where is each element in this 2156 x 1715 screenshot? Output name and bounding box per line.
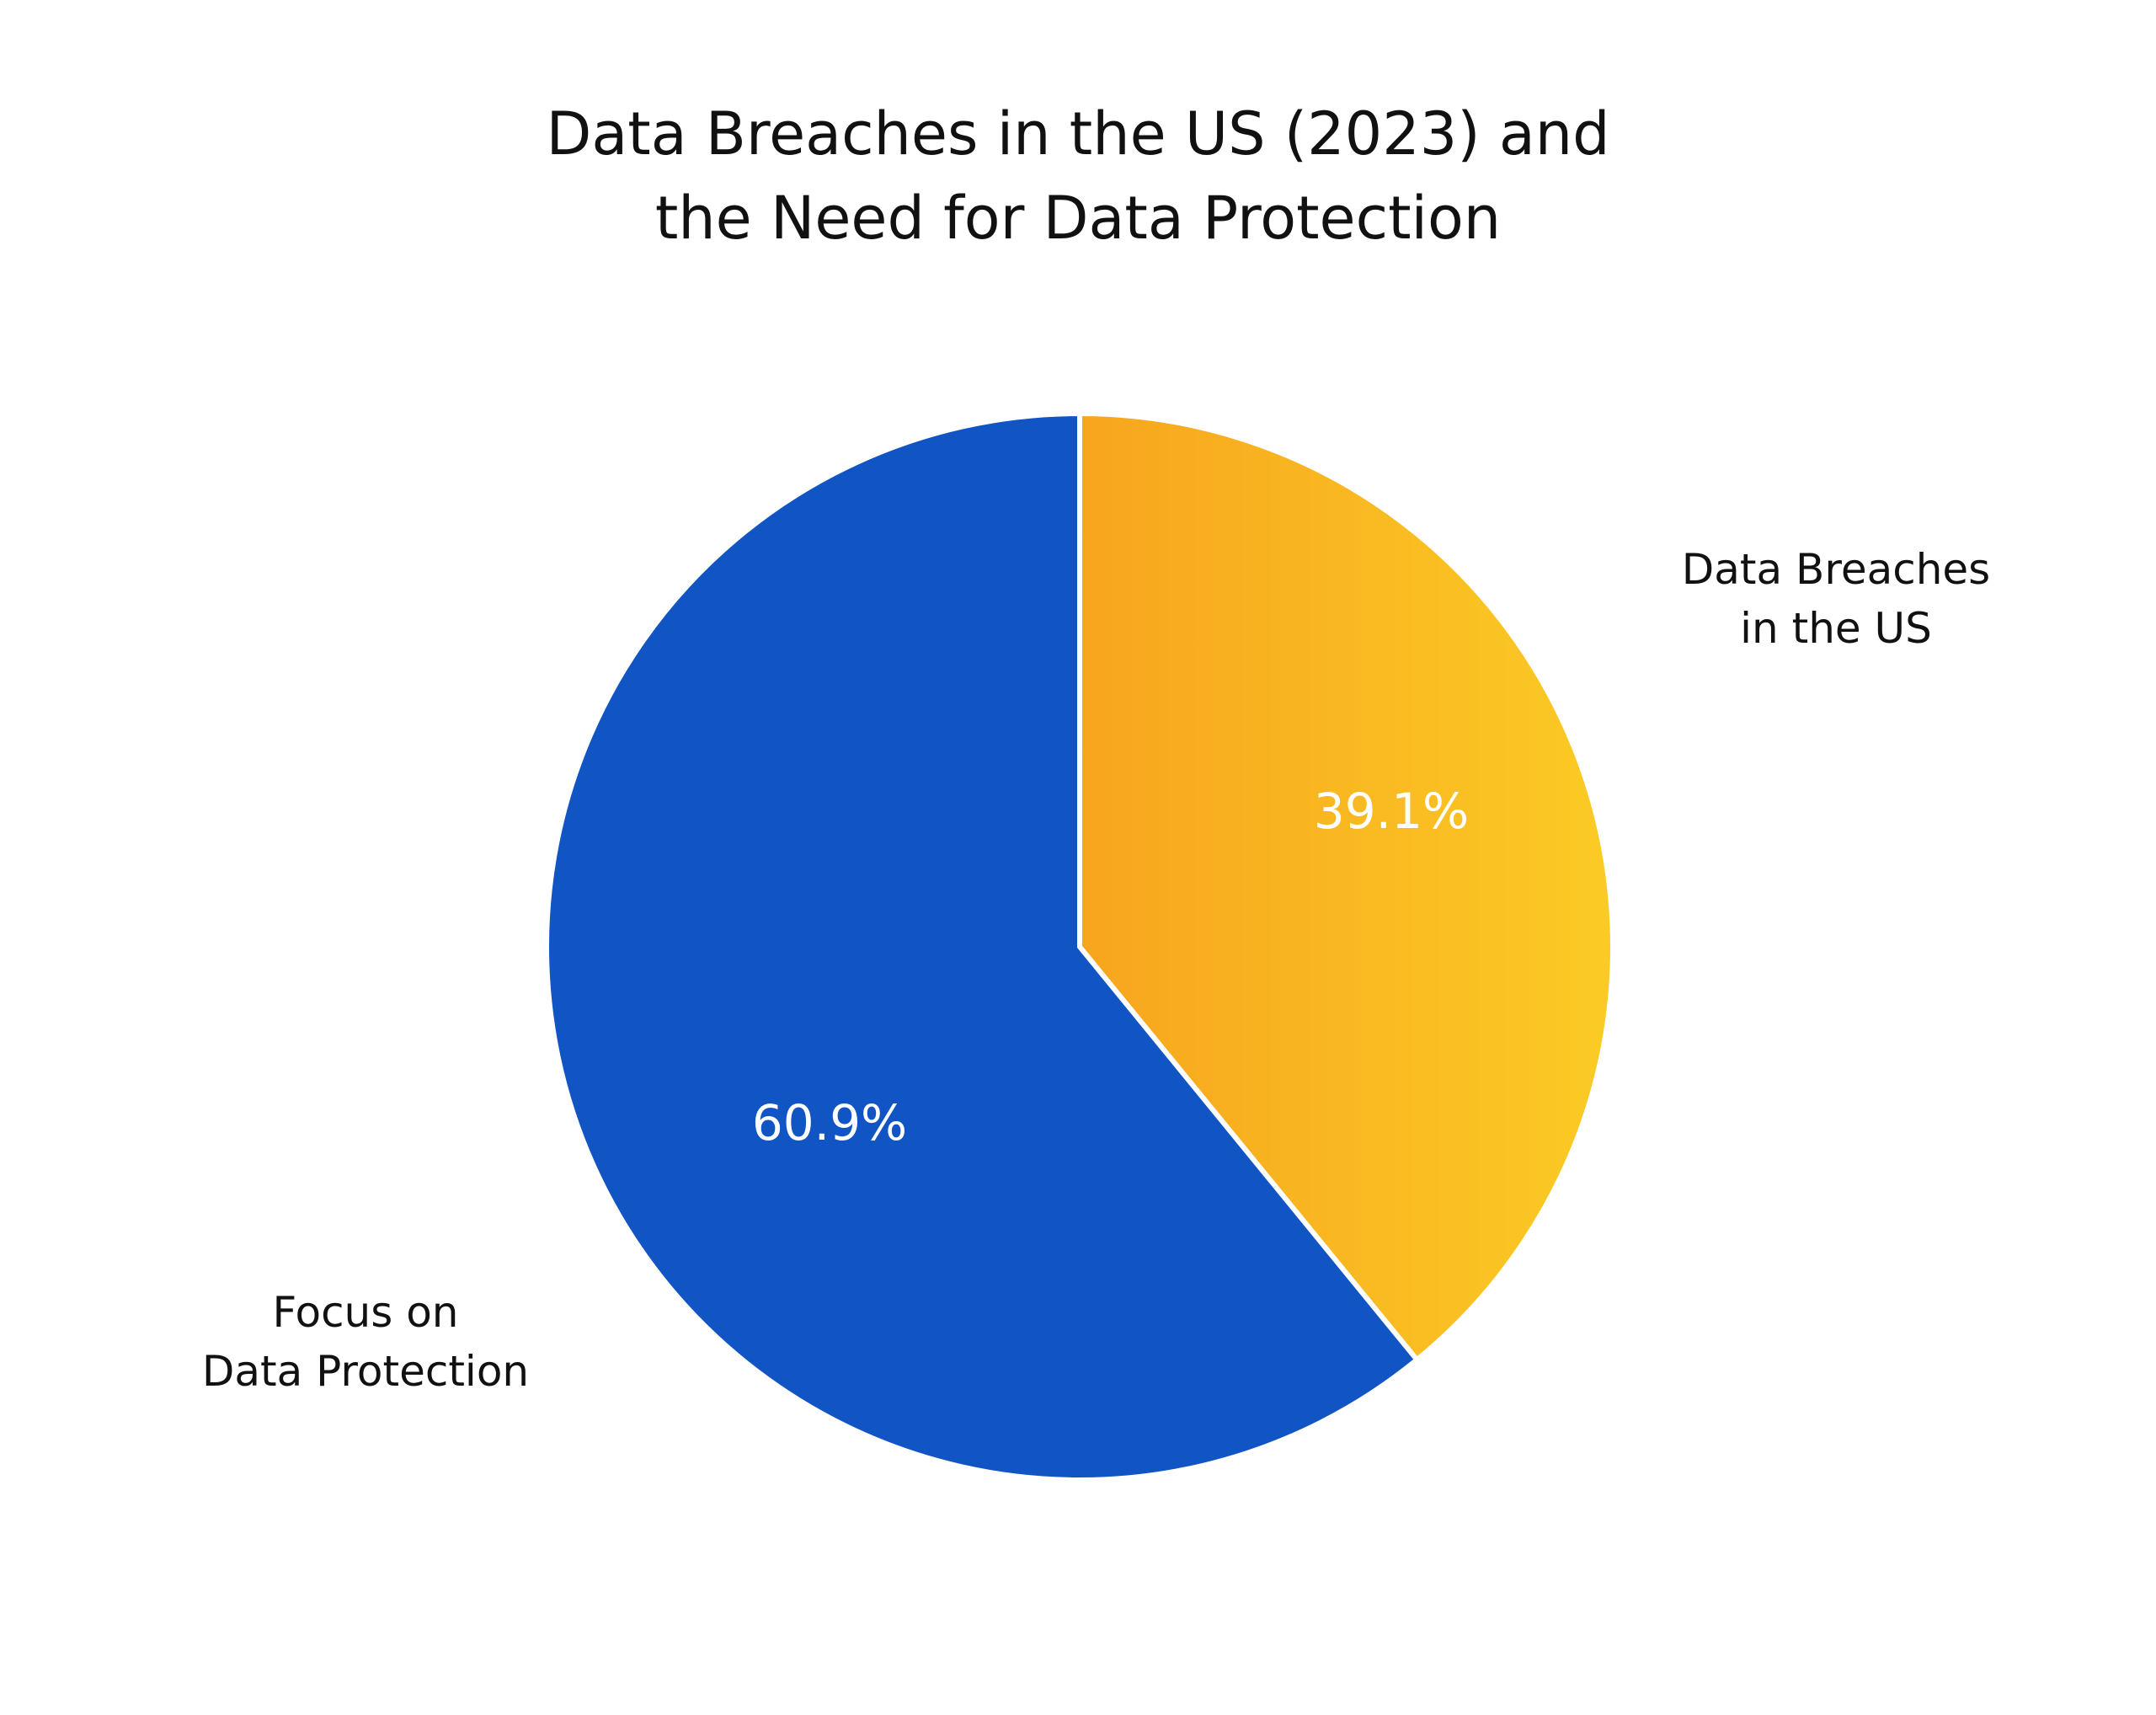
slice-category-label-1: Focus on Data Protection (202, 1288, 529, 1396)
slice-category-label-1-line-1: Data Protection (202, 1347, 529, 1396)
pie-slices (544, 411, 1616, 1483)
pie-slice-0 (1077, 411, 1616, 1363)
pie-labels: 39.1% Data Breaches in the US 60.9% Focus on… (202, 545, 1990, 1396)
slice-category-label-1-line-0: Focus on (273, 1288, 459, 1337)
slice-category-label-0-line-0: Data Breaches (1682, 545, 1990, 594)
chart-title-line-2: the Need for Data Protection (655, 184, 1501, 253)
pie-slice-1 (544, 411, 1420, 1483)
slice-category-label-0-line-1: in the US (1740, 604, 1932, 653)
slice-percent-label-0: 39.1% (1314, 783, 1469, 840)
chart-title-line-1: Data Breaches in the US (2023) and (546, 99, 1609, 168)
slice-percent-label-1: 60.9% (752, 1094, 907, 1151)
chart-title: Data Breaches in the US (2023) and the N… (546, 99, 1609, 253)
slice-category-label-0: Data Breaches in the US (1682, 545, 1990, 653)
